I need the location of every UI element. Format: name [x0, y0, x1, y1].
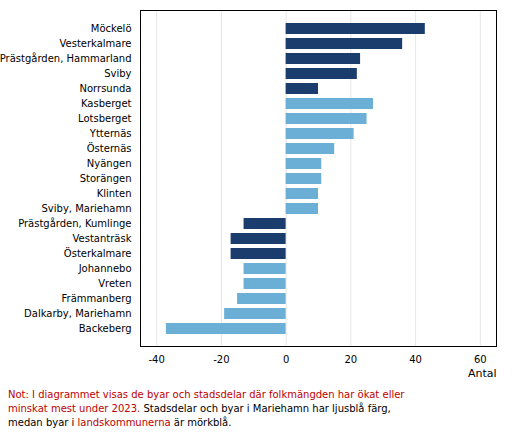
svg-text:Sviby: Sviby — [104, 68, 131, 79]
svg-text:Nyängen: Nyängen — [87, 158, 132, 169]
svg-text:Norrsunda: Norrsunda — [79, 83, 131, 94]
svg-text:Kasberget: Kasberget — [81, 98, 132, 109]
svg-text:Dalkarby, Mariehamn: Dalkarby, Mariehamn — [24, 308, 131, 319]
svg-text:Storängen: Storängen — [80, 173, 132, 184]
svg-text:Vestanträsk: Vestanträsk — [73, 233, 132, 244]
html-text:medan byar i landskommunerna ä: medan byar i landskommunerna är mörkblå. — [8, 417, 232, 428]
svg-text:Ytternäs: Ytternäs — [89, 128, 132, 139]
svg-text:Möckelö: Möckelö — [91, 23, 132, 34]
svg-text:Österkalmare: Österkalmare — [64, 247, 132, 259]
svg-text:Prästgården, Hammarland: Prästgården, Hammarland — [0, 52, 132, 64]
svg-text:Östernäs: Östernäs — [87, 142, 132, 154]
html-text:minskat mest under 2023. Stads: minskat mest under 2023. Stadsdelar och … — [8, 403, 391, 414]
svg-text:Främmanberg: Främmanberg — [62, 293, 132, 304]
svg-text:0: 0 — [283, 354, 289, 365]
svg-text:-40: -40 — [149, 354, 165, 365]
svg-text:Backeberg: Backeberg — [79, 323, 132, 334]
svg-text:Klinten: Klinten — [97, 188, 132, 199]
html-text:Not: I diagrammet visas de bya: Not: I diagrammet visas de byar och stad… — [8, 389, 405, 400]
svg-text:-20: -20 — [213, 354, 229, 365]
svg-text:20: 20 — [344, 354, 357, 365]
svg-text:Vesterkalmare: Vesterkalmare — [59, 38, 131, 49]
svg-text:40: 40 — [409, 354, 422, 365]
svg-text:Prästgården, Kumlinge: Prästgården, Kumlinge — [18, 217, 131, 229]
svg-text:Sviby, Mariehamn: Sviby, Mariehamn — [41, 203, 131, 214]
svg-text:Lotsberget: Lotsberget — [78, 113, 132, 124]
svg-text:Antal: Antal — [468, 367, 497, 380]
svg-text:Vreten: Vreten — [98, 278, 131, 289]
svg-text:60: 60 — [474, 354, 487, 365]
svg-text:Johannebo: Johannebo — [78, 263, 132, 274]
